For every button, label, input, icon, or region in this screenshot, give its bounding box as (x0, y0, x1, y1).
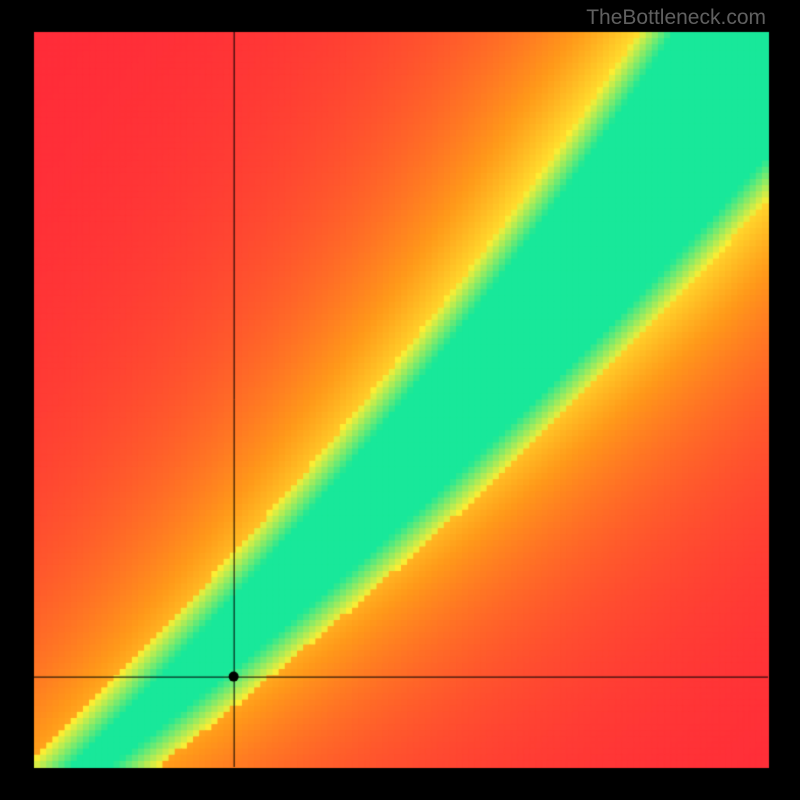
chart-container: TheBottleneck.com (0, 0, 800, 800)
watermark-text: TheBottleneck.com (586, 6, 766, 30)
heatmap-canvas (0, 0, 800, 800)
